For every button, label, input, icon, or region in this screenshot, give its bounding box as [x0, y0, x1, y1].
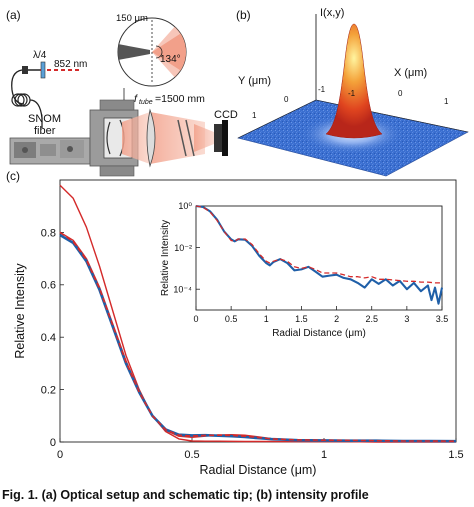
wavelength-label: 852 nm: [54, 59, 87, 70]
panel-a-label: (a): [6, 8, 21, 22]
x-tick-1: -1: [348, 89, 356, 98]
inset-chart-x-tick-label: 2: [334, 314, 339, 324]
z-axis-label: I(x,y): [320, 7, 344, 19]
inset-chart-x-tick-label: 2.5: [365, 314, 378, 324]
main-chart-x-tick-label: 1: [321, 449, 327, 461]
inset-chart-y-tick-label: 10⁰: [178, 201, 192, 211]
inset-chart-x-tick-label: 1.5: [295, 314, 308, 324]
main-chart-y-tick-label: 0.4: [41, 332, 56, 344]
figure-caption: Fig. 1. (a) Optical setup and schematic …: [2, 488, 369, 502]
inset-chart-x-tick-label: 3.5: [436, 314, 449, 324]
inset-chart: 0 0.5 1 1.5 2 2.5 3 3.5 10⁰ 10⁻² 10⁻⁴ Radial Distan…: [160, 201, 448, 339]
main-chart-y-tick-label: 0.2: [41, 384, 56, 396]
focal-subscript: tube: [139, 99, 153, 106]
ccd-label: CCD: [214, 109, 238, 121]
fiber-path-2: [29, 99, 43, 128]
main-chart-x-axis-label: Radial Distance (μm): [200, 463, 317, 477]
filter-2-icon: [185, 119, 195, 157]
filter-1-icon: [177, 119, 187, 157]
y-tick-2: 0: [284, 95, 289, 104]
x-axis-label: X (μm): [394, 67, 427, 79]
inset-chart-y-tick-label: 10⁻⁴: [173, 284, 192, 294]
y-axis-edge: [237, 99, 317, 139]
focal-value: =1500 mm: [155, 93, 205, 105]
main-chart-y-tick-label: 0.8: [41, 227, 56, 239]
main-chart-x-tick-label: 0: [57, 449, 63, 461]
tip-inset: [117, 17, 187, 87]
fiber-label-2: fiber: [34, 125, 56, 137]
main-chart-x-tick-label: 1.5: [448, 449, 463, 461]
translation-stage-icon: [9, 137, 91, 165]
y-tick-3: 1: [252, 111, 257, 120]
fiber-connector-icon: [22, 66, 28, 74]
main-chart-y-tick-label: 0.6: [41, 280, 56, 292]
x-tick-3: 1: [444, 97, 449, 106]
main-chart-x-tick-label: 0.5: [184, 449, 199, 461]
panel-c-label: (c): [6, 169, 20, 183]
beam-cone: [122, 112, 150, 164]
waveplate-label: λ/4: [33, 50, 47, 61]
beam-expanded: [150, 112, 205, 164]
tip-width-label: 150 μm: [116, 13, 148, 24]
inset-chart-x-tick-label: 1: [264, 314, 269, 324]
panel-a: (a) λ/4 852 nm SNOM fiber: [6, 8, 238, 177]
panel-b: (b) I(x,y) Y (μm) X (μm) -1 0 1 -1 0 1: [236, 7, 469, 177]
ccd-icon: [214, 120, 228, 156]
panel-c: (c) 0 0.5 1 1.5 0 0.2 0.4 0.6 0.8 Radial Distance…: [6, 169, 464, 477]
focal-label: f: [134, 93, 138, 105]
inset-chart-y-tick-label: 10⁻²: [174, 243, 192, 253]
tip-angle-label: 134°: [160, 54, 181, 65]
main-chart-y-tick-label: 0: [50, 437, 56, 449]
y-tick-1: -1: [318, 85, 326, 94]
tube-lens-icon: [146, 108, 156, 168]
inset-chart-x-tick-label: 0.5: [225, 314, 238, 324]
panel-b-label: (b): [236, 8, 251, 22]
inset-chart-frame: [195, 205, 443, 311]
main-chart-y-axis-label: Relative Intensity: [13, 263, 27, 359]
snom-tip-icon: [118, 44, 150, 60]
waveplate-icon: [40, 61, 46, 79]
beam-to-ccd: [194, 124, 214, 152]
intensity-peak: [325, 23, 383, 139]
y-axis-label: Y (μm): [238, 75, 271, 87]
inset-chart-x-tick-label: 3: [404, 314, 409, 324]
inset-chart-y-axis-label: Relative Intensity: [160, 220, 171, 296]
x-tick-2: 0: [398, 89, 403, 98]
inset-chart-x-axis-label: Radial Distance (μm): [272, 328, 366, 339]
inset-chart-series-line-1: [195, 205, 442, 284]
main-chart-series-line-3: [59, 231, 457, 442]
inset-chart-x-tick-label: 0: [193, 314, 198, 324]
fiber-label-1: SNOM: [28, 113, 61, 125]
